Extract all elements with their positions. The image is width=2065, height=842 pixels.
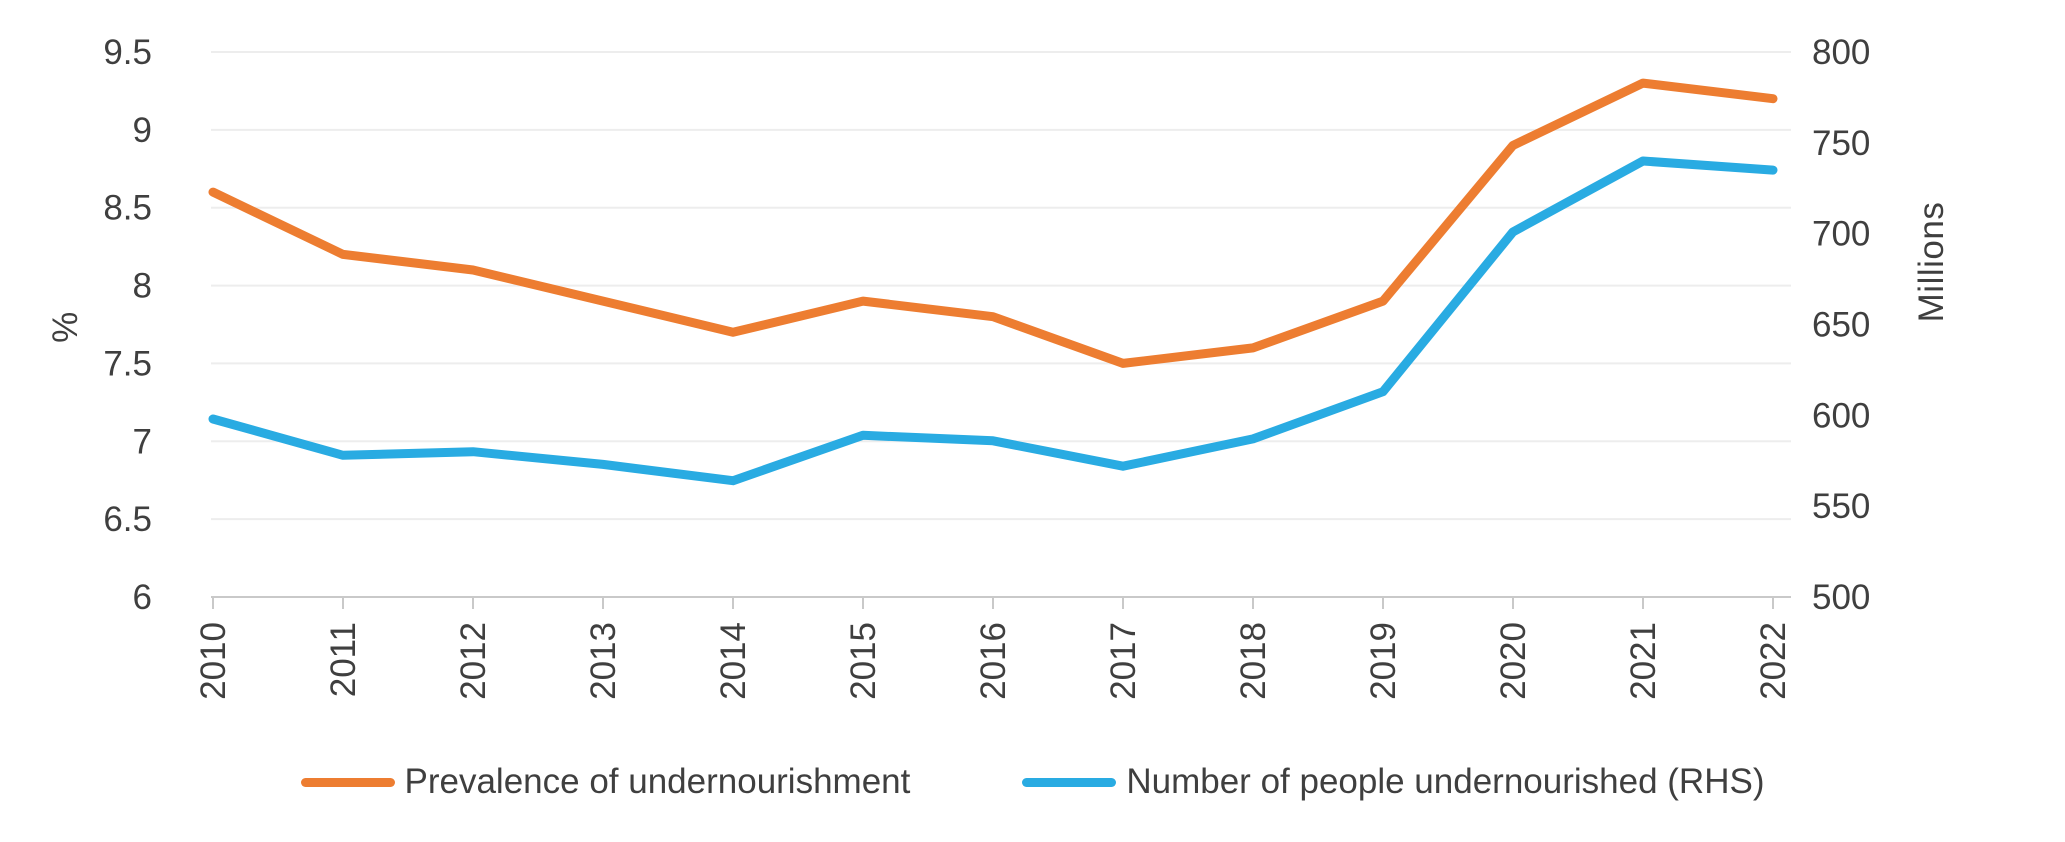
number-undernourished-line-swatch <box>1022 777 1117 787</box>
left-axis-tick-label: 9.5 <box>103 33 152 72</box>
legend-item-number-undernourished: Number of people undernourished (RHS) <box>1022 762 1764 802</box>
legend-item-prevalence: Prevalence of undernourishment <box>300 762 911 802</box>
left-axis-tick-label: 6.5 <box>103 500 152 539</box>
right-axis-tick-label: 800 <box>1812 33 1870 72</box>
left-axis-tick-label: 7.5 <box>103 344 152 383</box>
series-line-0 <box>208 78 1778 368</box>
right-axis-title: Millions <box>1912 201 1951 323</box>
series-line-1 <box>208 156 1778 486</box>
left-axis-tick-label: 9 <box>133 111 152 150</box>
x-tick-label: 2017 <box>1104 622 1143 700</box>
x-tick-label: 2020 <box>1494 622 1533 700</box>
x-tick-label: 2010 <box>194 622 233 700</box>
legend-label-number-undernourished: Number of people undernourished (RHS) <box>1126 762 1765 801</box>
x-tick-label: 2015 <box>844 622 883 700</box>
right-axis-tick-label: 600 <box>1812 396 1870 435</box>
left-axis-title: % <box>46 311 85 343</box>
right-axis-tick-label: 550 <box>1812 487 1870 526</box>
legend-label-prevalence: Prevalence of undernourishment <box>404 762 911 801</box>
x-tick-label: 2018 <box>1234 622 1273 700</box>
x-tick-label: 2019 <box>1364 622 1403 700</box>
legend: Prevalence of undernourishment Number of… <box>0 762 2065 802</box>
left-axis-tick-label: 8.5 <box>103 189 152 228</box>
right-axis-tick-label: 500 <box>1812 578 1870 617</box>
left-axis-tick-label: 6 <box>133 578 152 617</box>
x-tick-label: 2022 <box>1754 622 1793 700</box>
right-axis-tick-label: 700 <box>1812 215 1870 254</box>
x-tick-label: 2016 <box>974 622 1013 700</box>
left-axis-tick-label: 8 <box>133 267 152 306</box>
left-axis-tick-label: 7 <box>133 422 152 461</box>
prevalence-line-swatch <box>300 777 395 787</box>
x-tick-label: 2021 <box>1624 622 1663 700</box>
x-tick-label: 2012 <box>454 622 493 700</box>
right-axis-tick-label: 750 <box>1812 124 1870 163</box>
x-tick-label: 2014 <box>714 622 753 700</box>
right-axis-tick-label: 650 <box>1812 306 1870 345</box>
x-tick-label: 2011 <box>324 622 363 697</box>
x-tick-label: 2013 <box>584 622 623 700</box>
